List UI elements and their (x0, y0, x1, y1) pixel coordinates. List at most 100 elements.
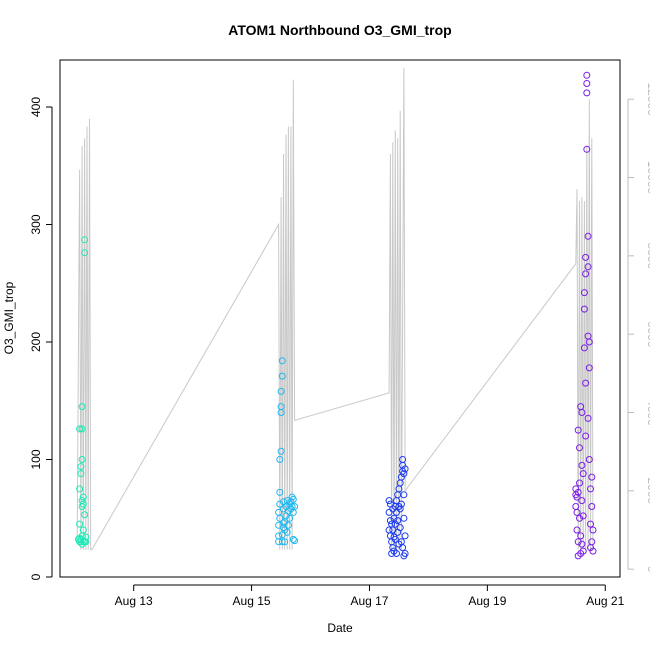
data-point-flight-4 (583, 71, 591, 79)
data-point-flight-3 (396, 505, 404, 513)
y2-tick-label: 10000 (645, 161, 650, 195)
data-point-flight-4 (572, 485, 580, 493)
data-point-flight-4 (573, 493, 581, 501)
data-point-flight-4 (584, 414, 592, 422)
data-point-flight-3 (400, 470, 408, 478)
data-point-flight-4 (578, 409, 586, 416)
data-point-flight-1 (81, 511, 89, 519)
data-point-flight-2 (275, 532, 283, 540)
data-point-flight-1 (76, 520, 84, 528)
data-point-flight-1 (79, 493, 87, 501)
data-point-flight-4 (574, 488, 582, 496)
data-point-flight-3 (399, 544, 407, 552)
data-point-flight-4 (578, 540, 586, 548)
data-point-flight-1 (77, 470, 85, 478)
data-point-flight-4 (580, 305, 588, 313)
data-point-flight-4 (576, 444, 583, 452)
data-point-flight-3 (401, 532, 409, 540)
plot-frame (59, 59, 621, 578)
data-point-flight-3 (394, 491, 402, 499)
y-tick-label: 400 (29, 97, 43, 117)
data-point-flight-3 (396, 479, 404, 487)
data-point-flight-2 (277, 387, 285, 395)
data-point-flight-2 (277, 447, 285, 455)
data-point-flight-2 (276, 456, 284, 463)
y-tick-label: 100 (29, 449, 43, 469)
data-point-flight-4 (588, 503, 596, 510)
data-point-flight-4 (585, 338, 593, 346)
x-axis-label: Date (327, 621, 353, 635)
data-point-flight-3 (393, 508, 400, 516)
data-point-flight-4 (588, 473, 596, 481)
data-point-flight-4 (578, 461, 586, 469)
y-tick-label: 0 (29, 573, 43, 580)
axes-layer: 0100200300400020004000600080001000012000… (29, 82, 650, 608)
data-point-flight-4 (582, 379, 590, 387)
y2-tick-label: 12000 (645, 82, 650, 116)
data-point-flight-4 (574, 552, 582, 560)
data-point-flight-4 (579, 512, 587, 520)
y2-tick-label: 2000 (645, 477, 650, 504)
data-point-flight-3 (400, 552, 408, 560)
data-point-flight-3 (393, 550, 400, 557)
data-point-flight-4 (583, 80, 591, 87)
data-point-flight-2 (289, 495, 297, 503)
data-point-flight-4 (576, 514, 583, 522)
data-point-flight-2 (283, 528, 291, 536)
y2-tick-label: 0 (645, 566, 650, 573)
points-layer (74, 71, 597, 560)
y-axis-label: O3_GMI_trop (2, 281, 16, 354)
data-point-flight-4 (588, 538, 596, 546)
data-point-flight-4 (579, 470, 587, 478)
data-point-flight-3 (389, 544, 397, 552)
data-point-flight-4 (580, 289, 588, 297)
y-tick-label: 200 (29, 332, 43, 352)
data-point-flight-4 (589, 547, 597, 555)
x-tick-label: Aug 13 (115, 594, 153, 608)
data-point-flight-4 (582, 432, 590, 440)
data-point-flight-4 (577, 532, 585, 540)
data-point-flight-2 (284, 521, 292, 529)
data-point-flight-1 (76, 485, 84, 493)
data-point-flight-4 (589, 526, 597, 534)
data-point-flight-3 (400, 514, 408, 522)
data-point-flight-4 (585, 364, 593, 372)
data-point-flight-4 (584, 232, 592, 240)
data-point-flight-3 (385, 497, 393, 505)
data-point-flight-4 (573, 526, 581, 534)
data-point-flight-4 (584, 263, 592, 271)
data-point-flight-1 (81, 249, 89, 257)
data-point-flight-4 (578, 497, 586, 505)
data-point-flight-1 (78, 497, 86, 505)
data-point-flight-2 (276, 514, 284, 522)
data-point-flight-2 (276, 500, 284, 508)
altitude-layer (76, 67, 594, 551)
data-point-flight-4 (580, 344, 588, 352)
y2-tick-label: 8000 (645, 242, 650, 269)
data-point-flight-2 (286, 514, 294, 522)
data-point-flight-4 (583, 89, 591, 97)
data-point-flight-2 (287, 498, 295, 506)
x-tick-label: Aug 15 (233, 594, 271, 608)
data-point-flight-2 (276, 488, 284, 496)
data-point-flight-2 (289, 535, 297, 543)
data-point-flight-2 (278, 357, 286, 365)
data-point-flight-3 (385, 508, 393, 516)
y2-tick-label: 4000 (645, 399, 650, 426)
data-point-flight-4 (582, 270, 590, 278)
data-point-flight-3 (394, 517, 402, 525)
altitude-line (76, 67, 594, 551)
data-point-flight-4 (587, 520, 594, 528)
data-point-flight-2 (277, 403, 285, 411)
data-point-flight-1 (78, 456, 86, 463)
data-point-flight-3 (400, 491, 408, 499)
data-point-flight-2 (291, 503, 299, 510)
data-point-flight-2 (291, 537, 299, 545)
data-point-flight-1 (81, 236, 89, 244)
data-point-flight-4 (574, 538, 582, 546)
data-point-flight-1 (77, 463, 85, 471)
y-tick-label: 300 (29, 214, 43, 234)
data-point-flight-3 (401, 465, 409, 473)
data-point-flight-2 (278, 538, 286, 546)
